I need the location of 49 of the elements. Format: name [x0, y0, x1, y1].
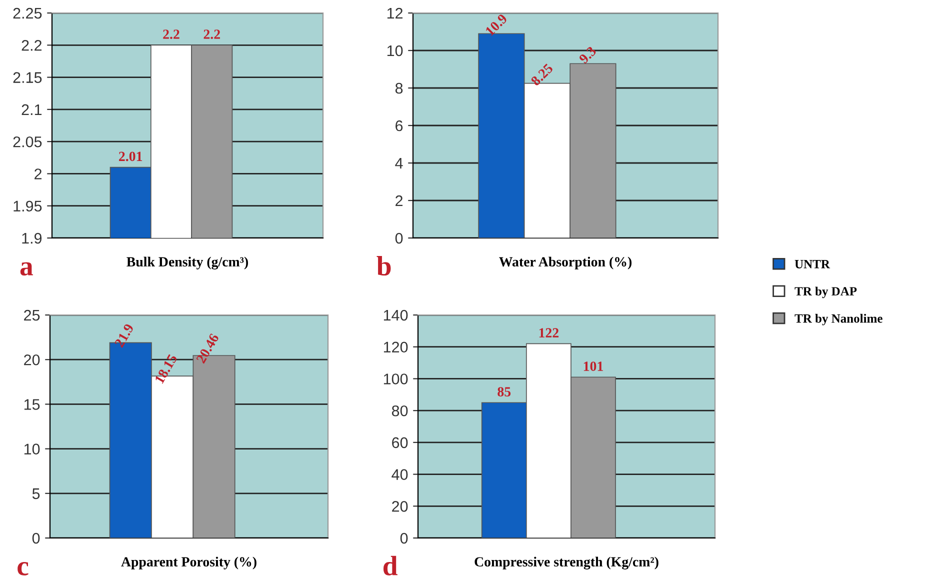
data-label: 8.25	[530, 63, 554, 86]
y-tick-label: 20	[24, 354, 40, 366]
x-axis-title: Bulk Density (g/cm³)	[126, 256, 248, 270]
y-tick-label: 20	[392, 501, 408, 512]
y-tick-label: 2.05	[13, 136, 42, 148]
y-tick-label: 2.2	[22, 40, 42, 51]
y-tick-label: 15	[24, 399, 40, 410]
data-label: 2.2	[163, 30, 180, 40]
y-tick-label: 4	[395, 158, 403, 169]
y-tick-label: 1.95	[14, 200, 42, 212]
data-label: 122	[539, 328, 558, 338]
text: c	[18, 562, 28, 576]
y-tick-label: 80	[392, 405, 408, 416]
y-tick-label: 5	[32, 488, 40, 500]
y-tick-label: 6	[396, 120, 403, 132]
y-tick-label: 60	[392, 437, 408, 448]
y-tick-label: 120	[384, 342, 408, 353]
y-tick-label: 2	[396, 195, 403, 206]
y-tick-label: 10	[387, 45, 403, 56]
data-label: 2.01	[119, 152, 142, 162]
data-label: 10.9	[485, 13, 508, 36]
x-axis-title: Apparent Porosity (%)	[121, 556, 256, 570]
text: b	[376, 256, 391, 276]
y-tick-label: 100	[384, 374, 408, 384]
y-tick-label: 0	[400, 532, 408, 544]
x-axis-title: Compressive strength (Kg/cm²)	[474, 556, 658, 570]
y-tick-label: 1.9	[22, 232, 42, 244]
y-tick-label: 8	[395, 82, 403, 94]
y-tick-label: 2.15	[13, 72, 42, 83]
y-tick-label: 12	[387, 8, 403, 19]
text: a	[20, 262, 33, 276]
legend-label: TR by Nanolime	[794, 314, 882, 326]
legend-label: TR by DAP	[794, 286, 857, 298]
x-axis-title: Water Absorption (%)	[499, 256, 632, 270]
data-label: 85	[498, 387, 511, 396]
legend-label: UNTR	[794, 260, 830, 268]
y-tick-label: 0	[32, 532, 40, 544]
y-tick-label: 10	[24, 444, 40, 454]
y-tick-label: 2	[34, 168, 42, 180]
data-label: 9.3	[578, 46, 597, 64]
data-label: 101	[584, 362, 603, 371]
text: d	[383, 556, 398, 576]
data-label: 2.2	[204, 30, 220, 40]
y-tick-label: 2.1	[22, 104, 42, 115]
y-tick-label: 40	[392, 469, 408, 480]
y-tick-label: 2.25	[13, 8, 42, 19]
y-tick-label: 0	[395, 232, 403, 244]
y-tick-label: 25	[24, 310, 40, 321]
y-tick-label: 140	[384, 310, 408, 321]
